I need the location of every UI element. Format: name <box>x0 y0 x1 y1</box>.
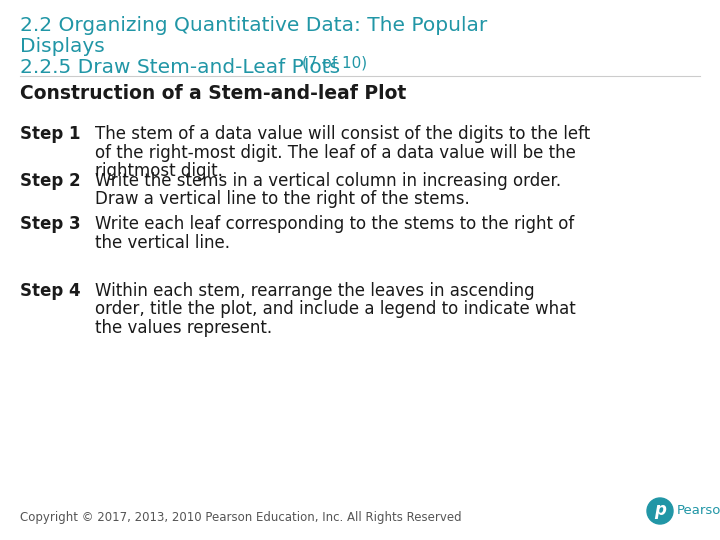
Text: Copyright © 2017, 2013, 2010 Pearson Education, Inc. All Rights Reserved: Copyright © 2017, 2013, 2010 Pearson Edu… <box>20 511 462 524</box>
Text: Step 1: Step 1 <box>20 125 81 143</box>
Text: rightmost digit.: rightmost digit. <box>95 162 223 180</box>
Text: Step 4: Step 4 <box>20 282 81 300</box>
Text: 2.2.5 Draw Stem-and-Leaf Plots: 2.2.5 Draw Stem-and-Leaf Plots <box>20 58 346 77</box>
Text: of the right-most digit. The leaf of a data value will be the: of the right-most digit. The leaf of a d… <box>95 144 576 161</box>
Text: (7 of 10): (7 of 10) <box>302 55 367 70</box>
Text: the vertical line.: the vertical line. <box>95 233 230 252</box>
Text: Draw a vertical line to the right of the stems.: Draw a vertical line to the right of the… <box>95 191 469 208</box>
Text: Write the stems in a vertical column in increasing order.: Write the stems in a vertical column in … <box>95 172 561 190</box>
Text: Write each leaf corresponding to the stems to the right of: Write each leaf corresponding to the ste… <box>95 215 575 233</box>
Text: The stem of a data value will consist of the digits to the left: The stem of a data value will consist of… <box>95 125 590 143</box>
Text: 2.2 Organizing Quantitative Data: The Popular: 2.2 Organizing Quantitative Data: The Po… <box>20 16 487 35</box>
Text: Within each stem, rearrange the leaves in ascending: Within each stem, rearrange the leaves i… <box>95 282 535 300</box>
Text: p: p <box>654 501 666 519</box>
Text: Pearson: Pearson <box>677 504 720 517</box>
Text: Step 3: Step 3 <box>20 215 81 233</box>
Circle shape <box>647 498 673 524</box>
Text: Construction of a Stem-and-leaf Plot: Construction of a Stem-and-leaf Plot <box>20 84 406 103</box>
Text: Displays: Displays <box>20 37 104 56</box>
Text: order, title the plot, and include a legend to indicate what: order, title the plot, and include a leg… <box>95 300 576 319</box>
Text: the values represent.: the values represent. <box>95 319 272 337</box>
Text: Step 2: Step 2 <box>20 172 81 190</box>
